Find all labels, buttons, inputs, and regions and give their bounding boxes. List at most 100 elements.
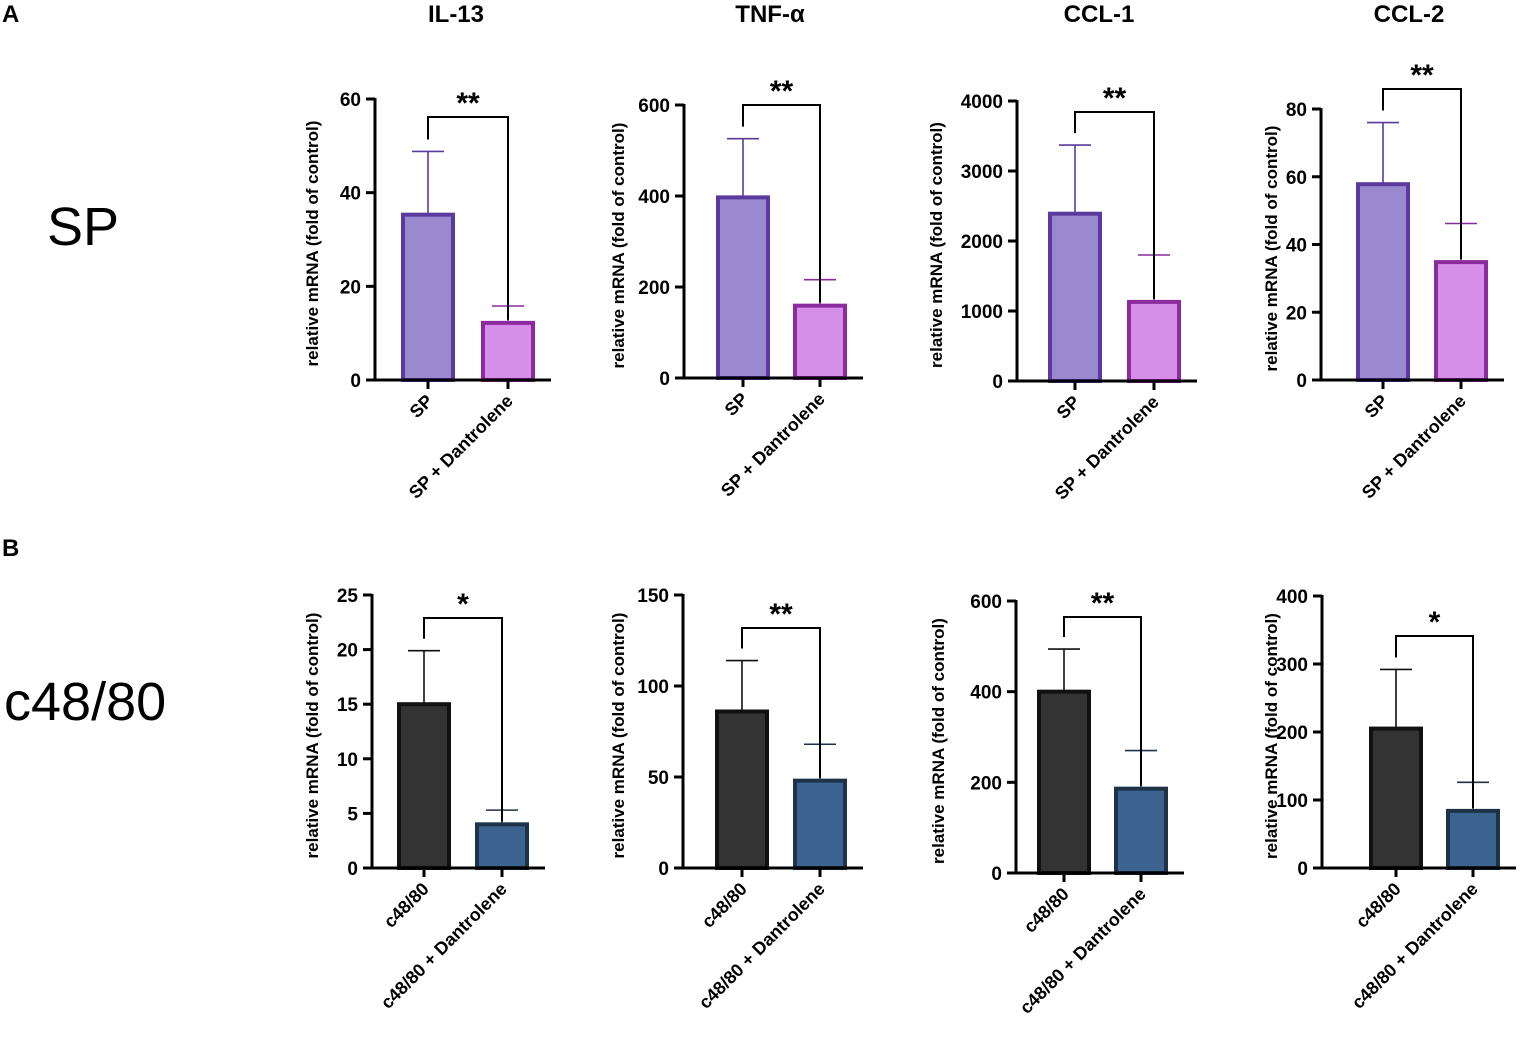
significance-bracket xyxy=(1074,111,1155,299)
y-tick-label: 400 xyxy=(970,683,1002,704)
y-axis-label: relative mRNA (fold of control) xyxy=(929,618,948,864)
significance-bracket xyxy=(742,104,821,303)
y-tick-label: 100 xyxy=(637,677,669,698)
row-label-sp: SP xyxy=(47,197,119,257)
x-tick-label: c48/80 xyxy=(380,879,433,932)
y-tick-label: 400 xyxy=(1276,587,1308,608)
y-tick-label: 150 xyxy=(637,586,669,607)
y-tick-label: 100 xyxy=(1276,791,1308,812)
chart-1: IL-13 relative mRNA (fold of control) 0 20 4… xyxy=(303,1,551,503)
significance-bracket xyxy=(741,627,821,778)
chart-title: CCL-2 xyxy=(1374,1,1445,28)
y-axis-label: relative mRNA (fold of control) xyxy=(303,121,322,367)
y-tick-label: 20 xyxy=(1286,303,1307,324)
y-tick-label: 15 xyxy=(337,695,359,716)
bar xyxy=(401,212,455,382)
y-tick-label: 0 xyxy=(350,371,361,392)
x-tick-label: c48/80 xyxy=(1020,884,1073,937)
y-tick-label: 40 xyxy=(1286,236,1307,257)
bar xyxy=(475,822,529,871)
y-axis-label: relative mRNA (fold of control) xyxy=(303,613,322,859)
y-tick-label: 0 xyxy=(991,864,1002,885)
significance-label: ** xyxy=(770,75,794,108)
y-tick-label: 200 xyxy=(638,278,670,299)
bar xyxy=(1037,689,1091,876)
chart-3: CCL-1 relative mRNA (fold of control) 0 100… xyxy=(927,1,1197,504)
bar xyxy=(1369,726,1423,870)
bar xyxy=(481,320,535,383)
row-label-c48-80: c48/80 xyxy=(4,672,166,732)
significance-label: ** xyxy=(1410,59,1434,92)
y-tick-label: 50 xyxy=(648,768,669,789)
y-axis-label: relative mRNA (fold of control) xyxy=(1262,126,1281,372)
x-tick-label: c48/80 + Dantrolene xyxy=(695,879,829,1013)
x-tick-label: SP xyxy=(1053,392,1084,423)
y-tick-label: 400 xyxy=(638,187,670,208)
y-tick-label: 0 xyxy=(347,859,358,880)
bar xyxy=(793,778,847,871)
chart-4: CCL-2 relative mRNA (fold of control) 0 20 4… xyxy=(1262,1,1504,503)
y-axis-label: relative mRNA (fold of control) xyxy=(609,123,628,369)
bar xyxy=(397,702,451,871)
y-tick-label: 200 xyxy=(1276,723,1308,744)
y-tick-label: 600 xyxy=(638,96,670,117)
y-tick-label: 5 xyxy=(347,804,358,825)
significance-label: ** xyxy=(769,598,793,631)
y-tick-label: 60 xyxy=(340,90,361,111)
panel-letter-a: A xyxy=(2,1,19,28)
significance-label: ** xyxy=(456,87,480,120)
bar xyxy=(1356,182,1410,382)
bar xyxy=(1048,211,1102,383)
chart-7: relative mRNA (fold of control) 0 200 400 60… xyxy=(929,587,1184,1018)
x-tick-label: SP xyxy=(721,389,752,420)
y-tick-label: 20 xyxy=(340,277,361,298)
y-tick-label: 20 xyxy=(337,641,358,662)
x-tick-label: SP xyxy=(1361,391,1392,422)
x-tick-label: c48/80 xyxy=(1352,879,1405,932)
chart-2: TNF-α relative mRNA (fold of control) 0 200… xyxy=(609,1,863,501)
chart-title: CCL-1 xyxy=(1064,1,1135,28)
y-axis-label: relative mRNA (fold of control) xyxy=(927,122,946,368)
chart-8: relative mRNA (fold of control) 0 100 200 30… xyxy=(1262,587,1516,1013)
y-tick-label: 1000 xyxy=(961,302,1003,323)
bar xyxy=(1434,260,1488,382)
significance-bracket xyxy=(1382,88,1462,260)
y-tick-label: 10 xyxy=(337,750,358,771)
significance-label: * xyxy=(457,588,469,621)
panel-letter-b: B xyxy=(2,535,19,562)
x-tick-label: SP xyxy=(406,391,437,422)
bar xyxy=(793,303,847,380)
y-tick-label: 0 xyxy=(992,372,1003,393)
y-tick-label: 200 xyxy=(970,773,1002,794)
y-tick-label: 60 xyxy=(1286,168,1307,189)
significance-bracket xyxy=(427,116,509,320)
significance-label: ** xyxy=(1091,587,1115,620)
chart-title: IL-13 xyxy=(428,1,484,28)
bar xyxy=(1114,786,1168,875)
chart-title: TNF-α xyxy=(735,1,805,28)
x-tick-label: c48/80 xyxy=(698,879,751,932)
y-axis-label: relative mRNA (fold of control) xyxy=(1262,613,1281,859)
significance-label: ** xyxy=(1103,82,1127,115)
y-tick-label: 2000 xyxy=(961,232,1003,253)
significance-bracket xyxy=(423,617,503,822)
y-tick-label: 300 xyxy=(1276,655,1308,676)
y-tick-label: 600 xyxy=(970,592,1002,613)
bar xyxy=(716,195,770,380)
y-tick-label: 3000 xyxy=(961,162,1003,183)
y-tick-label: 0 xyxy=(659,369,670,390)
y-tick-label: 0 xyxy=(658,859,669,880)
chart-5: relative mRNA (fold of control) 0 5 10 15 20 2… xyxy=(303,586,545,1013)
bar xyxy=(1446,808,1500,871)
significance-bracket xyxy=(1395,635,1474,808)
bar xyxy=(1127,299,1181,383)
y-tick-label: 25 xyxy=(337,586,359,607)
significance-bracket xyxy=(1063,616,1142,786)
y-axis-label: relative mRNA (fold of control) xyxy=(609,613,628,859)
chart-6: relative mRNA (fold of control) 0 50 100 150… xyxy=(609,586,863,1013)
y-tick-label: 80 xyxy=(1286,100,1307,121)
x-tick-label: c48/80 + Dantrolene xyxy=(377,879,511,1013)
x-tick-label: c48/80 + Dantrolene xyxy=(1016,884,1150,1018)
bar xyxy=(715,709,769,870)
significance-label: * xyxy=(1429,606,1441,639)
